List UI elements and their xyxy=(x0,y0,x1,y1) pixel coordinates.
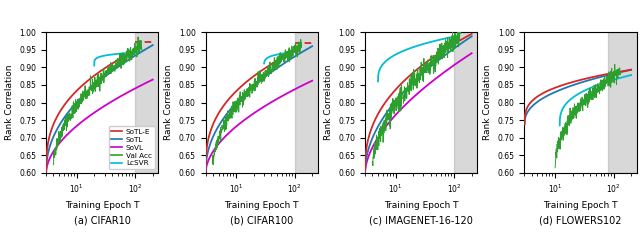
X-axis label: Training Epoch T: Training Epoch T xyxy=(225,201,299,209)
Y-axis label: Rank Correlation: Rank Correlation xyxy=(483,65,492,140)
Bar xyxy=(608,32,640,173)
X-axis label: Training Epoch T: Training Epoch T xyxy=(543,201,618,209)
Title: (d) FLOWERS102: (d) FLOWERS102 xyxy=(540,216,622,226)
Y-axis label: Rank Correlation: Rank Correlation xyxy=(324,65,333,140)
Bar xyxy=(294,32,323,173)
Title: (b) CIFAR100: (b) CIFAR100 xyxy=(230,216,293,226)
Y-axis label: Rank Correlation: Rank Correlation xyxy=(164,65,173,140)
Legend: SoTL-E, SoTL, SoVL, Val Acc, LcSVR: SoTL-E, SoTL, SoVL, Val Acc, LcSVR xyxy=(109,126,155,169)
Title: (a) CIFAR10: (a) CIFAR10 xyxy=(74,216,131,226)
Bar xyxy=(135,32,163,173)
X-axis label: Training Epoch T: Training Epoch T xyxy=(65,201,140,209)
Title: (c) IMAGENET-16-120: (c) IMAGENET-16-120 xyxy=(369,216,473,226)
X-axis label: Training Epoch T: Training Epoch T xyxy=(384,201,458,209)
Bar xyxy=(454,32,482,173)
Y-axis label: Rank Correlation: Rank Correlation xyxy=(5,65,14,140)
